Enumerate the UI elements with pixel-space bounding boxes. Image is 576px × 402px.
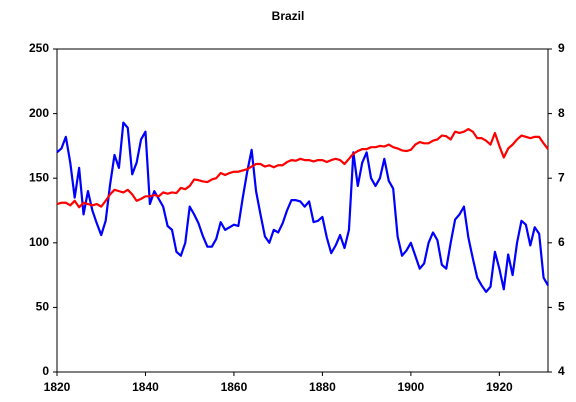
y2-tick-label: 8 — [558, 106, 565, 120]
plot-frame — [56, 48, 549, 373]
y-tick-label: 150 — [29, 170, 49, 184]
x-tick-label: 1840 — [132, 380, 159, 394]
y2-tick-label: 4 — [558, 364, 565, 378]
series-line — [56, 121, 549, 293]
y-tick-label: 100 — [29, 235, 49, 249]
x-tick-label: 1900 — [398, 380, 425, 394]
series-line — [56, 128, 549, 209]
chart-title: Brazil — [272, 9, 305, 23]
y-tick-label: 50 — [36, 300, 50, 314]
x-tick-label: 1860 — [221, 380, 248, 394]
x-tick-label: 1920 — [486, 380, 513, 394]
y-tick-label: 200 — [29, 106, 49, 120]
x-tick-label: 1880 — [309, 380, 336, 394]
y2-tick-label: 7 — [558, 170, 565, 184]
y2-tick-label: 9 — [558, 41, 565, 55]
y2-tick-label: 5 — [558, 300, 565, 314]
y-tick-label: 0 — [42, 364, 49, 378]
y2-tick-label: 6 — [558, 235, 565, 249]
y-tick-label: 250 — [29, 41, 49, 55]
x-tick-label: 1820 — [44, 380, 71, 394]
